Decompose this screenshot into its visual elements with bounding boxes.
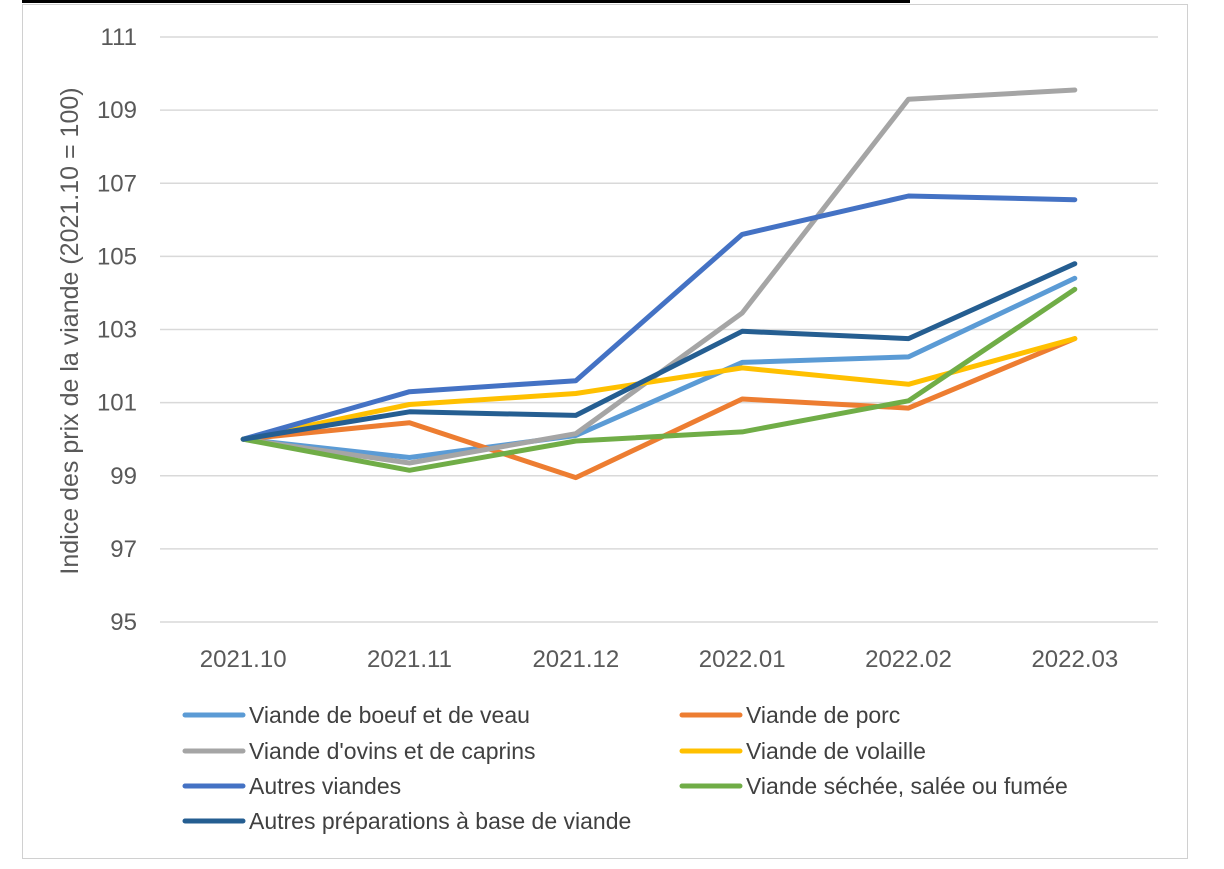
legend-label: Viande de boeuf et de veau	[249, 702, 530, 728]
legend-label: Viande séchée, salée ou fumée	[746, 773, 1068, 799]
x-tick-label: 2022.01	[699, 646, 786, 673]
legend: Viande de boeuf et de veau Viande de porc…	[182, 702, 1068, 834]
y-tick-label: 105	[97, 243, 137, 270]
y-tick-label: 101	[97, 390, 137, 417]
y-tick-label: 109	[97, 97, 137, 124]
y-tick-label: 99	[110, 463, 137, 490]
series-lines	[240, 87, 1078, 481]
legend-label: Viande d'ovins et de caprins	[249, 738, 536, 764]
x-axis-ticks: 2021.10 2021.11 2021.12 2022.01 2022.02 2022.…	[200, 646, 1118, 673]
series-line	[240, 193, 1078, 442]
gridlines	[160, 36, 1158, 623]
legend-label: Viande de porc	[746, 702, 900, 728]
y-tick-label: 103	[97, 317, 137, 344]
y-axis-ticks: 95 97 99 101 103 105 107 109 111	[97, 24, 137, 636]
series-line	[240, 286, 1078, 473]
legend-label: Autres viandes	[249, 773, 401, 799]
series-line	[240, 275, 1078, 460]
series-line	[240, 336, 1078, 442]
legend-label: Autres préparations à base de viande	[249, 808, 631, 834]
y-tick-label: 111	[101, 24, 137, 51]
x-tick-label: 2022.03	[1031, 646, 1118, 673]
x-tick-label: 2021.10	[200, 646, 287, 673]
y-tick-label: 97	[110, 536, 137, 563]
series-line	[240, 87, 1078, 466]
y-tick-label: 95	[110, 609, 137, 636]
x-tick-label: 2021.12	[532, 646, 619, 673]
series-line	[240, 261, 1078, 442]
top-rule	[22, 0, 910, 3]
x-tick-label: 2022.02	[865, 646, 952, 673]
y-tick-label: 107	[97, 170, 137, 197]
y-axis-label: Indice des prix de la viande (2021.10 = …	[56, 87, 84, 574]
x-tick-label: 2021.11	[367, 646, 452, 673]
legend-label: Viande de volaille	[746, 738, 926, 764]
